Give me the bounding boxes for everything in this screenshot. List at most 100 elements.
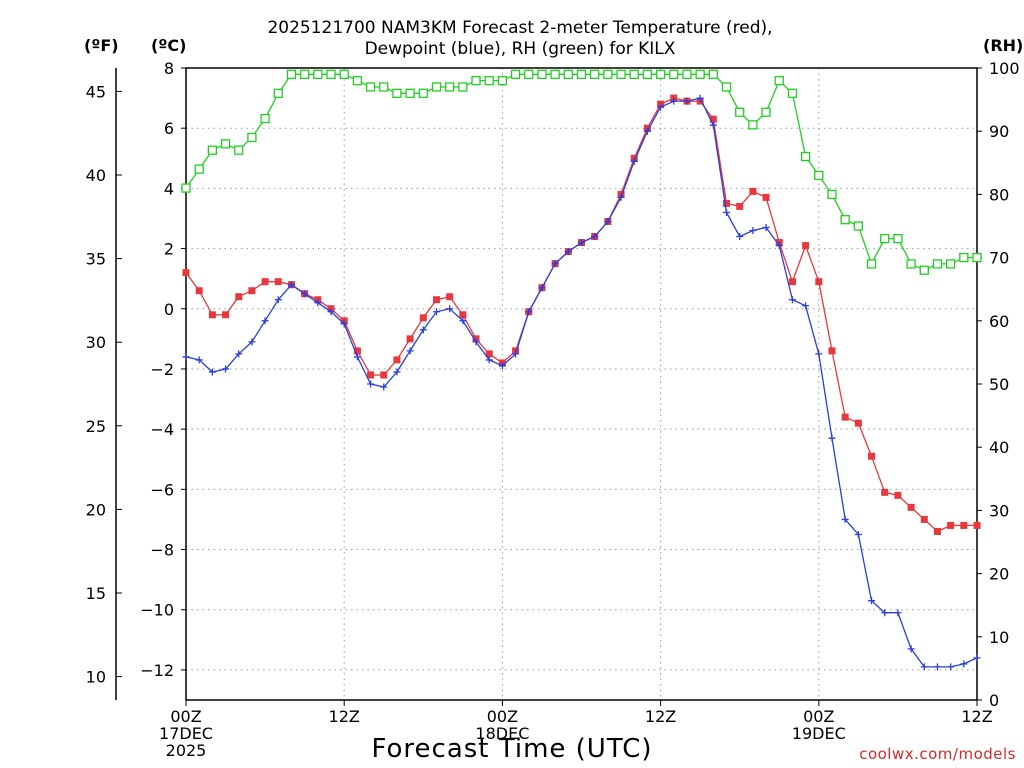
rh-point — [616, 69, 626, 79]
dewpoint-point — [419, 326, 427, 334]
rh-point — [866, 259, 877, 269]
x-tick-label: 12Z — [961, 707, 992, 726]
rh-point — [418, 88, 428, 98]
dewpoint-point — [578, 239, 585, 247]
dewpoint-point — [736, 233, 744, 241]
celsius-tick-label: 8 — [164, 59, 174, 78]
dewpoint-point — [472, 338, 480, 346]
temperature-point — [868, 452, 876, 460]
rh-tick-label: 80 — [989, 185, 1009, 204]
chart-title-line-2: Dewpoint (blue), RH (green) for KILX — [364, 39, 676, 59]
rh-tick-label: 100 — [989, 59, 1020, 78]
rh-series — [181, 69, 982, 275]
rh-point — [853, 221, 863, 231]
dewpoint-point — [762, 224, 770, 232]
x-tick-label: 00Z — [487, 707, 518, 726]
x-tick-label: 19DEC — [792, 724, 846, 743]
dewpoint-point — [393, 368, 401, 376]
dewpoint-point — [182, 353, 190, 361]
rh-axis-unit: (RH) — [983, 36, 1024, 55]
temperature-point — [881, 488, 889, 496]
rh-point — [352, 75, 363, 86]
rh-point — [774, 75, 784, 86]
temperature-point — [235, 293, 243, 301]
temperature-point — [920, 515, 928, 523]
x-tick-label: 18DEC — [475, 724, 529, 743]
dewpoint-point — [235, 350, 243, 358]
dewpoint-point — [301, 290, 309, 298]
rh-point — [247, 132, 257, 143]
dewpoint-point — [854, 530, 862, 538]
temperature-point — [802, 242, 810, 250]
dewpoint-point — [274, 296, 282, 304]
temperature-point — [208, 311, 216, 319]
rh-tick-label: 0 — [989, 691, 999, 710]
dewpoint-point — [960, 660, 968, 668]
celsius-tick-label: −2 — [150, 360, 174, 379]
rh-point — [932, 259, 943, 269]
x-axis-label: Forecast Time (UTC) — [371, 734, 653, 764]
temperature-point — [815, 278, 823, 286]
dewpoint-point — [657, 103, 665, 111]
dewpoint-point — [604, 217, 612, 225]
rh-point — [800, 151, 811, 162]
dewpoint-point — [261, 317, 269, 325]
rh-point — [234, 145, 244, 155]
rh-point — [313, 69, 323, 79]
rh-point — [959, 252, 969, 263]
rh-point — [431, 82, 442, 92]
dewpoint-point — [933, 663, 941, 671]
rh-point — [207, 145, 218, 155]
fahrenheit-tick-label: 25 — [86, 417, 106, 436]
rh-point — [550, 69, 560, 79]
temperature-point — [788, 278, 796, 286]
temperature-point — [749, 187, 757, 195]
rh-point — [919, 265, 929, 275]
rh-point — [510, 69, 521, 79]
rh-point — [972, 252, 982, 263]
rh-tick-label: 30 — [989, 501, 1009, 520]
dewpoint-point — [591, 233, 599, 241]
dewpoint-point — [709, 121, 717, 129]
temperature-point — [459, 311, 467, 319]
dewpoint-point — [749, 227, 757, 235]
temperature-point — [933, 527, 941, 535]
rh-point — [471, 75, 481, 86]
x-tick-label: 17DEC — [159, 724, 213, 743]
temperature-point — [446, 293, 454, 301]
temperature-series — [182, 94, 981, 535]
rh-point — [220, 139, 231, 149]
dewpoint-point — [380, 383, 388, 391]
dewpoint-point — [195, 356, 203, 364]
dewpoint-point — [287, 281, 295, 289]
rh-tick-label: 60 — [989, 312, 1009, 331]
dewpoint-point — [432, 308, 440, 316]
temperature-point — [973, 521, 981, 529]
temperature-point — [393, 356, 401, 364]
dewpoint-point — [683, 97, 691, 105]
x-tick-label: 2025 — [166, 741, 207, 760]
fahrenheit-tick-label: 45 — [86, 82, 106, 101]
rh-tick-label: 50 — [989, 375, 1009, 394]
celsius-tick-label: −12 — [140, 661, 174, 680]
fahrenheit-tick-label: 30 — [86, 333, 106, 352]
rh-point — [458, 82, 468, 92]
dewpoint-point — [446, 305, 454, 313]
rh-point — [590, 69, 600, 79]
fahrenheit-tick-label: 10 — [86, 668, 106, 687]
dewpoint-line — [185, 97, 978, 668]
rh-point — [761, 107, 771, 117]
temperature-line — [185, 97, 977, 533]
rh-point — [484, 75, 494, 86]
dewpoint-point — [564, 248, 572, 256]
rh-point — [524, 69, 534, 79]
rh-point — [880, 233, 890, 244]
rh-point — [576, 69, 587, 79]
dewpoint-point — [907, 645, 915, 653]
temperature-point — [432, 296, 440, 304]
dewpoint-point — [868, 597, 876, 605]
rh-point — [669, 69, 679, 79]
rh-point — [260, 113, 270, 124]
dewpoint-point — [327, 308, 335, 316]
rh-point — [945, 259, 956, 269]
